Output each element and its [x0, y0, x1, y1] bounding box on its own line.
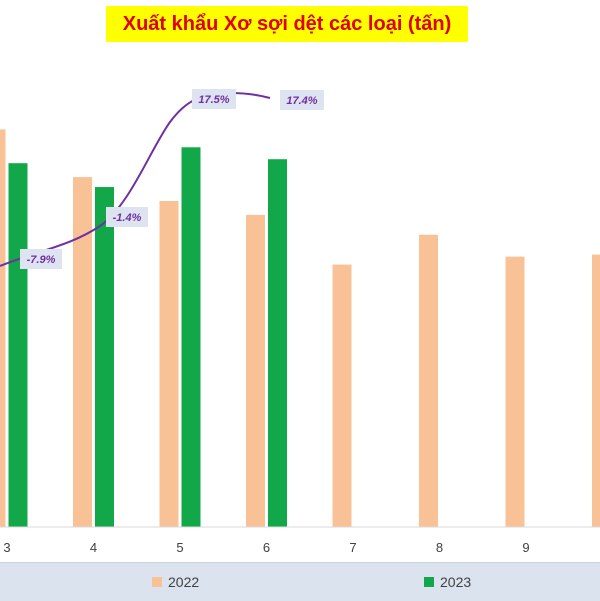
- bar-2023-5: [181, 147, 201, 528]
- x-tick-6: 6: [263, 540, 270, 555]
- legend: 2022 2023: [0, 562, 600, 601]
- x-tick-7: 7: [349, 540, 356, 555]
- bars-layer: [0, 129, 600, 528]
- x-tick-8: 8: [436, 540, 443, 555]
- bar-2022-8: [419, 234, 438, 527]
- bar-2022-10: [592, 254, 600, 528]
- bar-2023-3: [8, 163, 28, 528]
- svg-text:17.5%: 17.5%: [198, 94, 229, 106]
- growth-label-4: -1.4%: [106, 207, 148, 227]
- growth-label-5: 17.5%: [192, 89, 236, 109]
- x-tick-4: 4: [90, 540, 97, 555]
- bar-2023-6: [268, 159, 287, 527]
- legend-swatch-2022: [152, 577, 162, 587]
- svg-text:-7.9%: -7.9%: [27, 254, 56, 266]
- svg-text:-1.4%: -1.4%: [113, 212, 142, 224]
- growth-label-3: -7.9%: [20, 249, 62, 269]
- bar-2022-7: [332, 264, 352, 527]
- chart-title: Xuất khẩu Xơ sợi dệt các loại (tấn): [122, 12, 452, 35]
- bar-2022-5: [159, 200, 179, 527]
- growth-line: [0, 91, 271, 267]
- svg-text:17.4%: 17.4%: [286, 95, 317, 107]
- legend-item-2023: 2023: [424, 574, 471, 590]
- legend-label-2023: 2023: [440, 574, 472, 590]
- growth-labels-layer: -7.9% -1.4% 17.5% 17.4%: [20, 89, 324, 269]
- bar-2022-9: [505, 256, 525, 527]
- bar-2022-4: [73, 177, 92, 527]
- legend-label-2022: 2022: [168, 574, 200, 590]
- x-tick-labels: 345678910: [3, 540, 529, 555]
- legend-swatch-2023: [424, 577, 434, 587]
- bar-2022-3: [0, 129, 6, 527]
- x-tick-3: 3: [3, 540, 10, 555]
- chart-title-box: Xuất khẩu Xơ sợi dệt các loại (tấn): [106, 6, 468, 42]
- bar-2022-6: [246, 214, 265, 527]
- bar-2023-4: [95, 187, 114, 527]
- legend-item-2022: 2022: [152, 574, 199, 590]
- growth-label-6: 17.4%: [280, 90, 324, 110]
- x-tick-9: 9: [522, 540, 529, 555]
- x-tick-5: 5: [176, 540, 183, 555]
